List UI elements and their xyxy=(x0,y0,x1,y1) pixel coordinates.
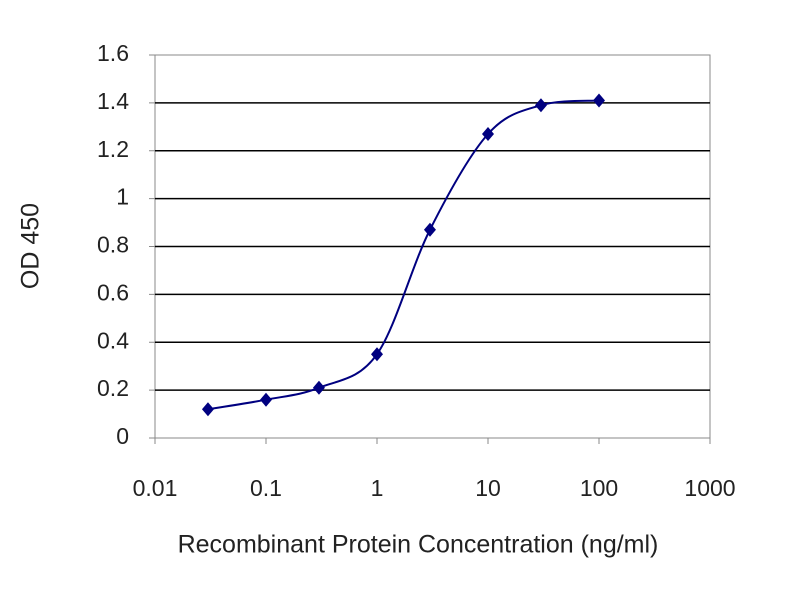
y-tick-label: 0.4 xyxy=(97,327,129,353)
data-point xyxy=(201,402,214,417)
x-tick-label: 10 xyxy=(475,475,501,501)
x-tick-label: 0.1 xyxy=(250,475,282,501)
x-tick-label: 1 xyxy=(371,475,384,501)
data-point xyxy=(534,98,547,113)
y-tick-label: 1.2 xyxy=(97,136,129,162)
y-tick-label: 0.8 xyxy=(97,232,129,258)
data-point xyxy=(482,126,494,141)
fit-curve xyxy=(207,99,600,411)
y-tick-label: 1.6 xyxy=(97,40,129,66)
x-tick-label: 100 xyxy=(580,475,618,501)
data-point xyxy=(423,222,436,237)
data-point xyxy=(312,380,325,395)
x-tick-label: 1000 xyxy=(684,475,735,501)
y-tick-label: 1.4 xyxy=(97,88,129,114)
data-point xyxy=(371,347,383,362)
y-tick-label: 0.2 xyxy=(97,375,129,401)
data-point xyxy=(260,392,272,407)
x-tick-label: 0.01 xyxy=(133,475,178,501)
data-point xyxy=(593,93,605,108)
y-tick-label: 0.6 xyxy=(97,279,129,305)
y-tick-label: 1 xyxy=(116,184,129,210)
y-tick-label: 0 xyxy=(116,423,129,449)
y-axis-label: OD 450 xyxy=(17,203,45,289)
x-axis-label: Recombinant Protein Concentration (ng/ml… xyxy=(178,531,659,559)
